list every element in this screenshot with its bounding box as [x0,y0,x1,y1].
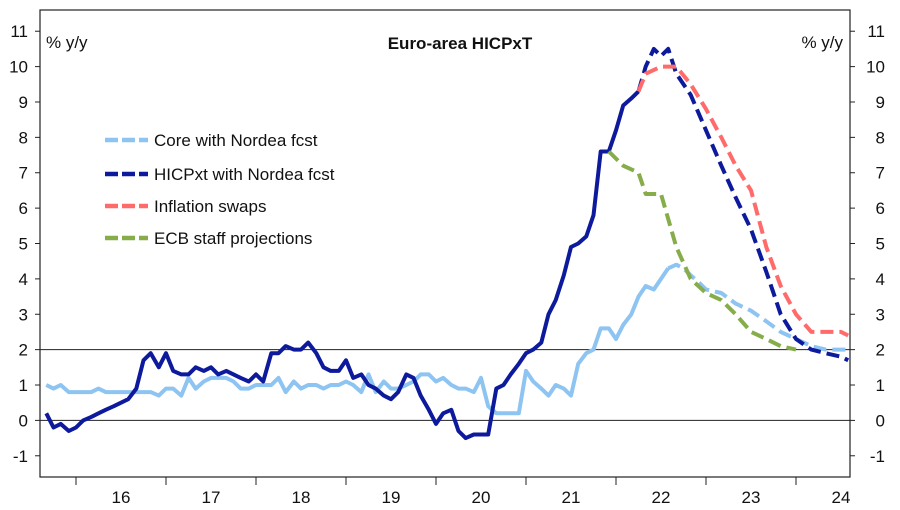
series-line-inflation-swaps [636,64,850,338]
y-tick-label-left: 11 [10,22,28,41]
y-tick-label-left: 8 [19,128,28,147]
y-tick-label-right: 3 [876,305,885,324]
legend-label-core: Core with Nordea fcst [154,131,318,150]
y-tick-label-left: 2 [19,341,28,360]
right-unit-label: % y/y [801,33,843,52]
x-tick-label: 19 [382,488,401,507]
y-tick-label-right: 0 [876,411,885,430]
legend-label-swaps: Inflation swaps [154,197,266,216]
x-tick-label: 23 [742,488,761,507]
x-tick-label: 18 [292,488,311,507]
series-line-hicpxt-with-nordea-fcst [44,89,640,441]
x-tick-label: 20 [472,488,491,507]
y-tick-label-left: 6 [19,199,28,218]
x-tick-label: 16 [112,488,131,507]
y-tick-label-right: 4 [876,270,885,289]
y-tick-label-right: 10 [866,58,885,77]
y-tick-label-left: 5 [19,235,28,254]
y-tick-label-right: -1 [870,447,885,466]
x-tick-label: 17 [202,488,221,507]
legend: Core with Nordea fcst HICPxt with Nordea… [105,131,335,248]
legend-label-ecb: ECB staff projections [154,229,312,248]
series-line-ecb-staff-projections [607,150,797,352]
y-tick-label-left: -1 [13,447,28,466]
y-tick-label-right: 11 [867,22,885,41]
series-line-core-with-nordea-fcst [45,267,670,416]
x-tick-label: 24 [832,488,851,507]
x-tick-label: 21 [562,488,581,507]
y-tick-label-left: 3 [19,305,28,324]
y-tick-label-left: 0 [19,411,28,430]
chart-title: Euro-area HICPxT [388,34,533,53]
y-tick-label-right: 9 [876,93,885,112]
y-tick-label-left: 1 [19,376,28,395]
series-group [44,46,850,441]
y-tick-label-left: 10 [9,58,28,77]
series-line-hicpxt-forecast [636,46,850,363]
x-tick-label: 22 [652,488,671,507]
legend-label-hicpxt: HICPxt with Nordea fcst [154,165,335,184]
left-unit-label: % y/y [46,33,88,52]
y-tick-label-left: 9 [19,93,28,112]
y-tick-label-right: 7 [876,164,885,183]
y-tick-label-right: 2 [876,341,885,360]
y-tick-label-left: 7 [19,164,28,183]
y-tick-label-right: 5 [876,235,885,254]
y-tick-label-left: 4 [19,270,28,289]
y-tick-label-right: 1 [876,376,885,395]
y-tick-label-right: 6 [876,199,885,218]
y-tick-label-right: 8 [876,128,885,147]
